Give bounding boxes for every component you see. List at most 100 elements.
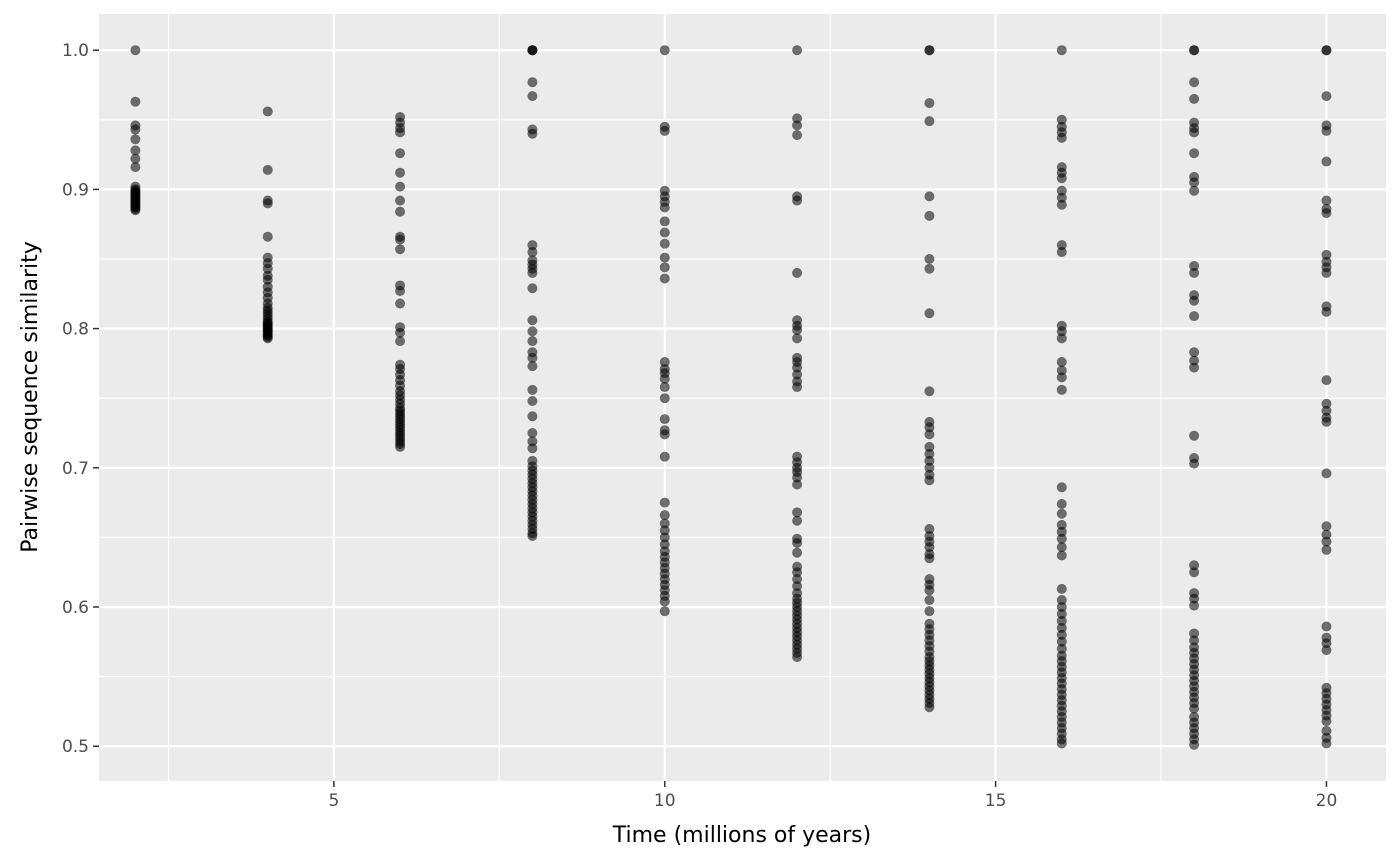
data-point [924,116,935,127]
data-point [1189,635,1200,646]
data-point [130,162,141,173]
x-tick-label: 10 [654,791,676,811]
data-point [1321,716,1332,727]
data-point [1189,560,1200,571]
data-point [527,336,538,347]
data-point [1321,621,1332,632]
data-point [395,148,406,159]
data-point [1189,703,1200,714]
data-point [1056,583,1067,594]
data-point [924,263,935,274]
data-point [659,202,670,213]
data-point [1056,595,1067,606]
data-point [1056,550,1067,561]
data-point [130,145,141,156]
data-point [1056,173,1067,184]
data-point [262,164,273,175]
data-point [792,324,803,335]
data-point [1321,249,1332,260]
data-point [395,298,406,309]
data-point [1321,544,1332,555]
data-point [924,422,935,433]
data-point [792,537,803,548]
data-point [1189,267,1200,278]
data-point [1321,536,1332,547]
data-point [1056,114,1067,125]
data-point [792,547,803,558]
data-point [1056,326,1067,337]
y-tick-label: 0.5 [62,737,89,757]
data-point [527,352,538,363]
data-point [659,238,670,249]
data-point [395,181,406,192]
data-point [1056,192,1067,203]
data-point [659,262,670,273]
data-point [1189,567,1200,578]
data-point [1321,267,1332,278]
x-tick-label: 20 [1316,791,1338,811]
data-point [262,263,273,274]
data-point [659,497,670,508]
data-point [1056,365,1067,376]
data-point [924,429,935,440]
data-point [395,206,406,217]
x-tick-label: 15 [985,791,1007,811]
data-point [924,524,935,535]
data-point [1321,529,1332,540]
data-point [395,195,406,206]
data-point [1321,645,1332,656]
data-point [792,195,803,206]
y-axis-ticks: 0.5 0.6 0.7 0.8 0.9 1.0 [62,41,99,757]
data-point [924,585,935,596]
data-point [924,98,935,109]
data-point [1321,306,1332,317]
data-point [262,106,273,117]
data-point [924,455,935,466]
data-point [1056,508,1067,519]
minor-gridlines [99,14,1386,781]
data-point [262,274,273,285]
data-point [1056,333,1067,344]
data-point [1056,372,1067,383]
data-point [792,113,803,124]
data-point [792,130,803,141]
data-point [1056,482,1067,493]
data-point [792,479,803,490]
data-point [527,326,538,337]
data-point [527,427,538,438]
x-axis-title: Time (millions of years) [612,823,871,848]
data-point [1189,295,1200,306]
data-point [395,286,406,297]
data-point [1321,521,1332,532]
data-point [1189,260,1200,271]
data-point [1189,600,1200,611]
data-point [792,362,803,373]
data-point [792,369,803,380]
data-point [1056,629,1067,640]
data-point [792,382,803,393]
data-point [527,361,538,372]
data-point [659,357,670,368]
data-point [659,216,670,227]
data-point [527,315,538,326]
data-point [1056,247,1067,258]
data-point [792,574,803,585]
data-point [130,205,141,216]
y-axis-title: Pairwise sequence similarity [18,241,43,553]
data-point [1321,416,1332,427]
data-point [527,436,538,447]
data-point [659,451,670,462]
data-point [395,167,406,178]
data-point [130,124,141,135]
data-point [1321,91,1332,102]
data-point [1189,311,1200,322]
data-point [395,441,406,452]
data-point [659,510,670,521]
data-point [1321,725,1332,736]
data-point [1056,240,1067,251]
data-point [1189,739,1200,750]
data-point [659,596,670,607]
data-point [924,606,935,617]
data-point [659,539,670,550]
